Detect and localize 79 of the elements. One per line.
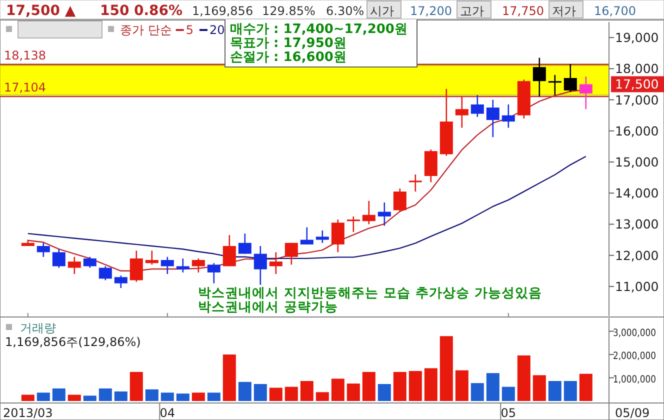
annotation: 1,169,856주(129,86%) xyxy=(5,335,141,349)
x-tick-label: 2013/03 xyxy=(2,406,53,420)
text: 고가 xyxy=(460,4,484,18)
y-tick-label: 17,000 xyxy=(615,92,659,108)
text: 6.30% xyxy=(326,4,364,18)
y-tick-label: 2,000,000 xyxy=(613,351,664,362)
bar xyxy=(21,394,34,401)
bar xyxy=(393,372,406,401)
text: 17,500 ▲ xyxy=(6,3,76,19)
bar xyxy=(579,374,592,401)
bar xyxy=(222,354,236,401)
text: 16,700 xyxy=(594,4,636,18)
annotation: 목표가 : 17,950원 xyxy=(230,36,346,51)
bar xyxy=(548,381,562,401)
annotation: 박스권내에서 지지반등해주는 모습 추가상승 가능성있음 xyxy=(198,286,542,301)
y-tick-label: 1,000,000 xyxy=(613,374,664,386)
bar xyxy=(362,372,376,401)
bar xyxy=(455,370,468,401)
bar xyxy=(52,388,66,401)
y-tick-label: 13,000 xyxy=(615,216,659,232)
legend-label: 20 xyxy=(209,23,225,37)
text: 1,169,856 xyxy=(192,4,254,18)
bar xyxy=(36,392,50,401)
bar xyxy=(145,389,158,401)
y-tick-label: 11,000 xyxy=(615,278,659,294)
bar xyxy=(83,396,96,401)
bar xyxy=(532,375,546,401)
y-tick-label: 16,000 xyxy=(615,123,659,138)
legend-label: 5 xyxy=(186,23,194,37)
price-tag: 17,500 xyxy=(611,76,664,92)
bar xyxy=(564,381,577,401)
text: 시가 xyxy=(370,4,394,18)
bar xyxy=(114,391,128,401)
bar xyxy=(378,384,391,401)
bar xyxy=(517,355,530,401)
bar xyxy=(502,386,515,401)
text: 129.85% xyxy=(262,4,316,18)
bar xyxy=(68,394,81,401)
text: 17,750 xyxy=(502,4,544,18)
bar xyxy=(346,384,360,401)
bar xyxy=(192,392,205,401)
bar xyxy=(176,394,190,401)
annotation: 손절가 : 16,600원 xyxy=(230,50,346,65)
bar xyxy=(269,388,282,401)
legend-title: 종가 단순 xyxy=(120,23,172,37)
y-tick-label: 18,000 xyxy=(615,61,659,76)
bar xyxy=(424,368,438,401)
text: 150 xyxy=(100,3,130,19)
bar xyxy=(98,388,112,401)
bar xyxy=(440,336,453,401)
bar xyxy=(408,371,422,401)
bar xyxy=(300,381,314,401)
ref-line-label: 17,104 xyxy=(4,80,46,95)
y-tick-label: 12,000 xyxy=(615,248,659,263)
chart-title: 거래량 xyxy=(20,321,56,335)
bar xyxy=(316,392,329,401)
y-tick-label: 3,000,000 xyxy=(613,328,664,339)
bar xyxy=(160,392,174,401)
bar xyxy=(486,373,500,401)
bar xyxy=(331,378,344,401)
bar xyxy=(284,386,298,401)
bar xyxy=(130,372,143,401)
text: 저가 xyxy=(552,4,576,18)
text: 05/09 xyxy=(615,406,650,420)
x-tick-label: 05 xyxy=(500,406,516,420)
bar xyxy=(238,382,252,401)
annotation: 박스권내에서 공략가능 xyxy=(198,300,338,315)
bar xyxy=(207,392,220,401)
y-tick-label: 14,000 xyxy=(615,186,659,201)
text: 17,200 xyxy=(410,4,452,18)
ref-line-label: 18,138 xyxy=(4,48,46,62)
annotation: 매수가 : 17,400~17,200원 xyxy=(230,22,408,37)
bar xyxy=(470,383,484,401)
bar xyxy=(254,384,267,401)
y-tick-label: 19,000 xyxy=(615,30,659,46)
info: 매수가 : 17,400~17,200원 목표가 : 17,950원 손절가 : 16,600원 xyxy=(224,18,418,68)
text: 0.86% xyxy=(134,3,183,19)
x-tick-label: 04 xyxy=(160,406,176,420)
y-tick-label: 15,000 xyxy=(615,154,659,170)
